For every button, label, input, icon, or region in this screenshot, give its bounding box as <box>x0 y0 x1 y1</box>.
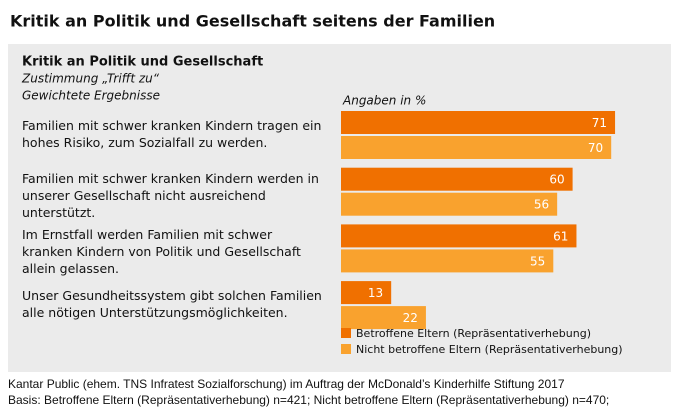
bar <box>341 281 392 305</box>
category-label: Familien mit schwer kranken Kindern werd… <box>22 170 319 220</box>
footnote: Basis: Betroffene Eltern (Repräsentative… <box>8 393 609 407</box>
bar <box>341 249 554 273</box>
bar <box>341 224 577 248</box>
legend-swatch <box>341 344 351 354</box>
category-label: Familien mit schwer kranken Kindern trag… <box>22 118 322 150</box>
footnote: Kantar Public (ehem. TNS Infratest Sozia… <box>8 377 565 391</box>
value-label: 13 <box>368 286 383 300</box>
category-label: Unser Gesundheitssystem gibt solchen Fam… <box>22 288 322 321</box>
legend-label: Nicht betroffene Eltern (Repräsentativer… <box>356 343 623 356</box>
category-label: Im Ernstfall werden Familien mit schwer … <box>22 227 301 277</box>
bar <box>341 167 573 191</box>
subtitle: Gewichtete Ergebnisse <box>22 89 160 103</box>
value-label: 22 <box>403 311 418 325</box>
subtitle: Zustimmung „Trifft zu“ <box>21 72 160 86</box>
value-label: 56 <box>534 198 549 212</box>
panel-title: Kritik an Politik und Gesellschaft <box>22 55 263 70</box>
value-label: 71 <box>592 116 607 130</box>
legend-swatch <box>341 328 351 338</box>
value-label: 60 <box>549 173 564 187</box>
bar <box>341 192 558 216</box>
chart-title: Kritik an Politik und Gesellschaft seite… <box>10 12 495 31</box>
value-label: 55 <box>530 254 545 268</box>
panel <box>8 44 671 372</box>
legend-label: Betroffene Eltern (Repräsentativerhebung… <box>356 327 591 340</box>
bar <box>341 136 612 159</box>
value-label: 70 <box>588 141 603 155</box>
value-label: 61 <box>553 229 568 243</box>
bar <box>341 306 426 330</box>
unit-label: Angaben in % <box>342 94 426 108</box>
bar <box>341 111 616 134</box>
